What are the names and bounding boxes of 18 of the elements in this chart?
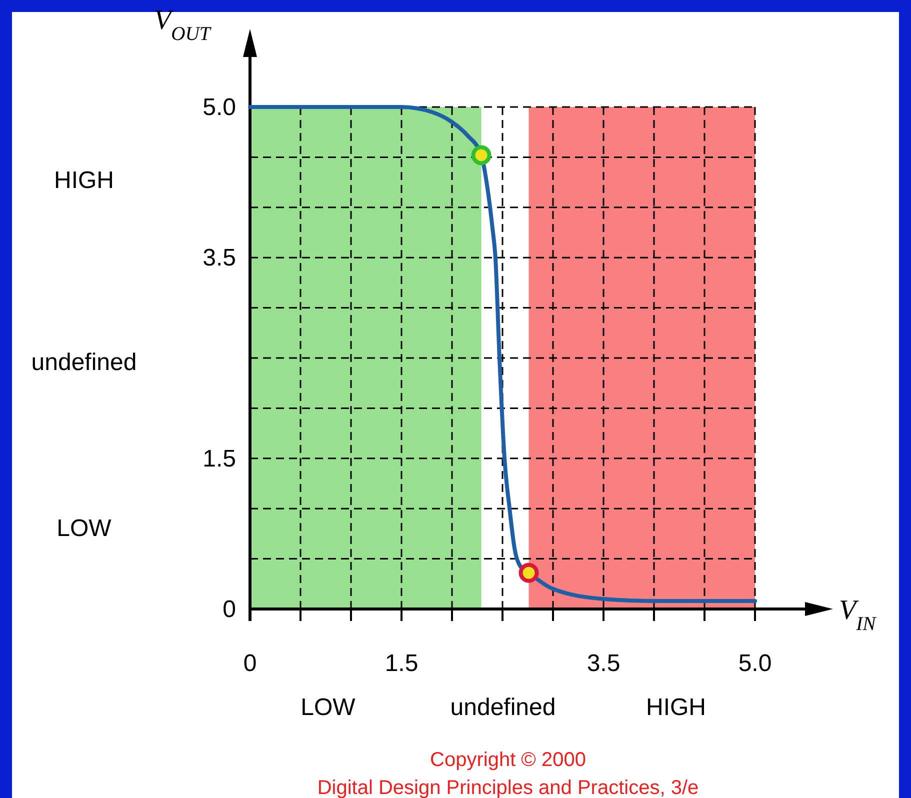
x-tick-label: 0: [243, 650, 257, 677]
y-tick-label: 3.5: [202, 244, 236, 272]
text: undefined: [31, 349, 137, 376]
text: LOW: [300, 694, 356, 721]
y-axis-title: V$_{OUT}$: [154, 5, 212, 44]
text: Copyright © 2000: [430, 749, 586, 771]
text: HIGH: [54, 167, 114, 194]
y-tick-label: 1.5: [202, 445, 236, 472]
text: HIGH: [646, 694, 706, 721]
y-tick-label: 5.0: [202, 94, 236, 121]
text: Digital Design Principles and Practices, 3/e: [317, 777, 699, 798]
text: undefined: [450, 694, 556, 721]
x-axis-title: V$_{IN}$: [839, 595, 877, 634]
x-tick-label: 3.5: [586, 650, 620, 677]
x-tick-label: 1.5: [384, 650, 418, 677]
text: LOW: [56, 515, 112, 542]
y-tick-label: 0: [222, 596, 236, 623]
x-tick-label: 5.0: [738, 650, 772, 677]
